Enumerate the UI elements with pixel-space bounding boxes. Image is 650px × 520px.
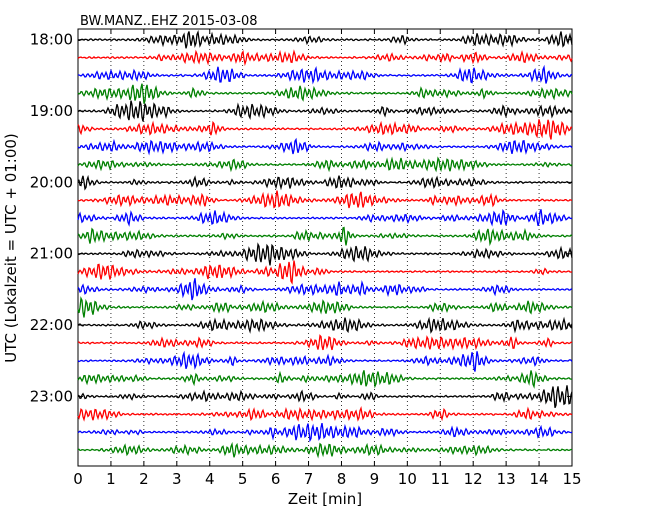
x-axis-label: Zeit [min] [288, 490, 362, 508]
x-tick-label: 4 [205, 470, 215, 488]
y-axis-label: UTC (Lokalzeit = UTC + 01:00) [2, 133, 20, 363]
seismic-trace-line [77, 174, 573, 191]
seismic-trace-line [77, 260, 573, 285]
seismic-trace-line [77, 208, 573, 227]
x-tick-label: 9 [370, 470, 380, 488]
y-tick-label: 18:00 [30, 31, 73, 49]
seismic-trace-line [77, 385, 573, 408]
seismic-trace-line [77, 29, 573, 49]
y-tick-label: 22:00 [30, 316, 73, 334]
seismic-trace-line [77, 226, 573, 247]
x-tick-label: 6 [271, 470, 281, 488]
seismic-trace-line [77, 334, 573, 351]
x-tick-label: 15 [562, 470, 581, 488]
seismic-trace-line [77, 137, 573, 156]
plot-area-frame [77, 28, 573, 467]
y-tick-label: 19:00 [30, 102, 73, 120]
seismic-trace-line [77, 242, 573, 266]
seismic-trace-line [77, 422, 573, 443]
y-tick-label: 23:00 [30, 387, 73, 405]
x-tick-label: 7 [304, 470, 314, 488]
seismic-trace-line [77, 119, 573, 140]
seismic-traces [77, 29, 573, 459]
seismic-trace-line [77, 83, 573, 104]
x-tick-label: 3 [172, 470, 182, 488]
x-tick-label: 2 [139, 470, 149, 488]
y-axis-ticks: 18:00 19:00 20:00 21:00 22:00 23:00 [30, 31, 572, 405]
x-tick-label: 8 [337, 470, 347, 488]
x-tick-label: 11 [431, 470, 450, 488]
seismic-trace-line [77, 405, 573, 422]
x-tick-label: 10 [398, 470, 417, 488]
seismic-trace-line [77, 350, 573, 372]
seismic-trace-line [77, 316, 573, 334]
chart-title: BW.MANZ..EHZ 2015-03-08 [80, 14, 258, 29]
seismic-trace-line [77, 370, 573, 389]
seismic-trace-line [77, 296, 573, 318]
y-tick-label: 20:00 [30, 173, 73, 191]
x-tick-label: 12 [464, 470, 483, 488]
y-tick-label: 21:00 [30, 245, 73, 263]
x-tick-label: 13 [497, 470, 516, 488]
seismic-trace-line [77, 100, 573, 122]
seismic-trace-line [78, 441, 573, 459]
seismic-trace-line [77, 190, 573, 209]
seismic-trace-line [77, 278, 573, 301]
seismic-trace-line [77, 156, 573, 173]
x-tick-label: 0 [73, 470, 83, 488]
x-axis-ticks: 0 1 2 3 4 5 6 7 8 9 10 11 12 13 14 15 [73, 29, 582, 488]
seismic-trace-line [77, 64, 573, 85]
seismic-trace-line [77, 49, 573, 67]
x-tick-label: 5 [238, 470, 248, 488]
x-tick-label: 1 [106, 470, 116, 488]
x-tick-label: 14 [530, 470, 549, 488]
